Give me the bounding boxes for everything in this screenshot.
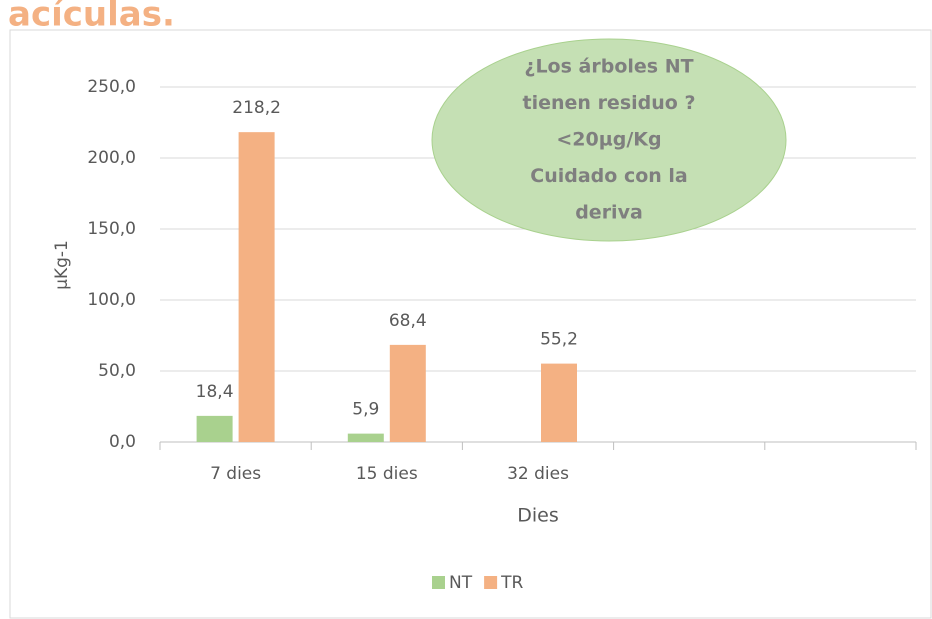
annotation-text: <20µg/Kg <box>556 129 661 151</box>
x-tick-label: 7 dies <box>210 464 261 484</box>
chart-title: acículas. <box>8 0 175 35</box>
y-tick-label: 100,0 <box>87 290 136 310</box>
y-tick-label: 50,0 <box>98 361 136 381</box>
x-axis-label: Dies <box>517 505 559 527</box>
legend-label: TR <box>500 573 523 593</box>
data-label: 18,4 <box>196 382 234 402</box>
y-tick-label: 250,0 <box>87 77 136 97</box>
bar <box>541 363 577 442</box>
legend-label: NT <box>449 573 473 593</box>
y-axis-label: µKg-1 <box>52 240 72 290</box>
x-tick-label: 32 dies <box>507 464 569 484</box>
bar <box>389 344 426 442</box>
annotation-text: tienen residuo ? <box>523 92 696 114</box>
bar <box>196 415 233 442</box>
bar <box>347 433 384 442</box>
x-tick-label: 15 dies <box>356 464 418 484</box>
data-label: 218,2 <box>232 98 281 118</box>
data-label: 5,9 <box>352 400 379 420</box>
annotation-text: deriva <box>575 202 643 224</box>
annotation-text: Cuidado con la <box>530 165 687 187</box>
annotation-bubble <box>431 38 787 242</box>
data-label: 68,4 <box>389 311 427 331</box>
bar <box>238 132 275 442</box>
y-tick-label: 0,0 <box>109 432 136 452</box>
data-label: 55,2 <box>540 330 578 350</box>
annotation-text: ¿Los árboles NT <box>524 56 693 78</box>
legend-swatch <box>432 576 445 589</box>
y-tick-label: 200,0 <box>87 148 136 168</box>
legend-swatch <box>484 576 498 589</box>
y-tick-label: 150,0 <box>87 219 136 239</box>
